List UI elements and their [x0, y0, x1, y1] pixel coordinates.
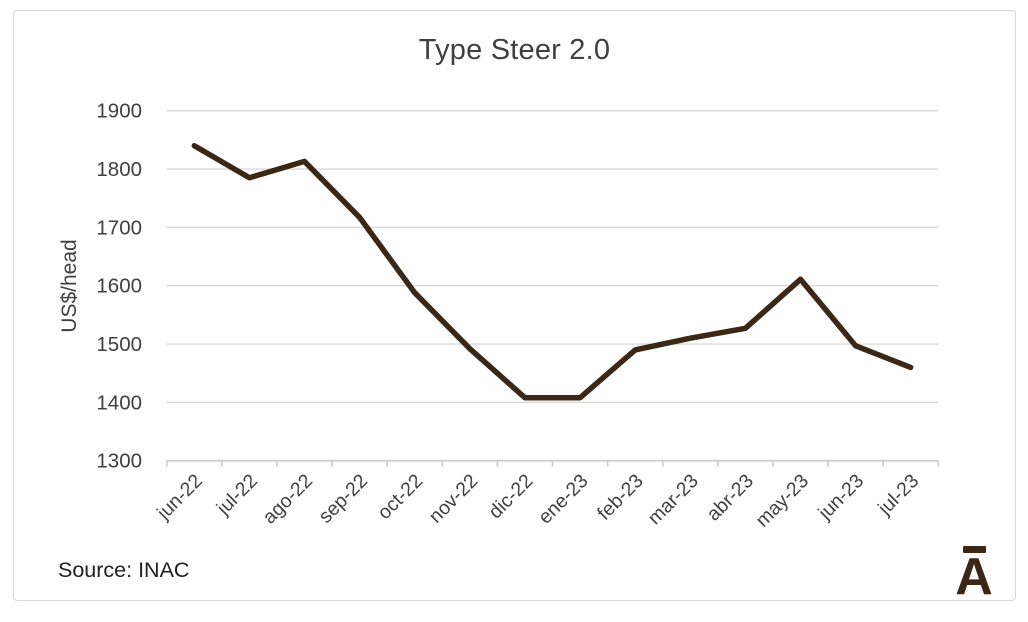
data-line: [191, 142, 914, 401]
x-tick-label: oct-22: [373, 470, 427, 524]
x-tick-label: ene-23: [534, 470, 592, 528]
y-tick-label: 1800: [96, 158, 142, 181]
y-tick-label: 1500: [96, 333, 142, 356]
chart-card: [13, 10, 1016, 601]
y-tick-label: 1400: [96, 391, 142, 414]
x-tick-label: ago-22: [259, 470, 317, 528]
x-tick-label: dic-22: [484, 470, 537, 523]
source-caption: Source: INAC: [58, 558, 190, 582]
chart-title: Type Steer 2.0: [418, 34, 611, 66]
x-tick-label: abr-23: [703, 470, 758, 525]
logo-macron-bar-icon: [962, 546, 986, 553]
x-tick-label: mar-23: [644, 470, 703, 529]
y-tick-label: 1600: [96, 275, 142, 298]
x-tick-label: may-23: [752, 470, 814, 532]
x-tick-label: sep-22: [314, 470, 372, 528]
y-tick-label: 1900: [96, 100, 142, 123]
x-tick-label: nov-22: [425, 470, 483, 528]
x-tick-label: jul-23: [873, 470, 923, 520]
x-tick-label: jun-23: [814, 470, 869, 525]
x-tick-label: feb-23: [593, 470, 648, 525]
x-tick-label: jun-22: [152, 470, 207, 525]
y-tick-label: 1300: [96, 450, 142, 473]
x-tick-label: jul-22: [212, 470, 262, 520]
brand-logo: A: [952, 546, 996, 606]
y-tick-label: 1700: [96, 216, 142, 239]
logo-letter: A: [955, 548, 993, 606]
